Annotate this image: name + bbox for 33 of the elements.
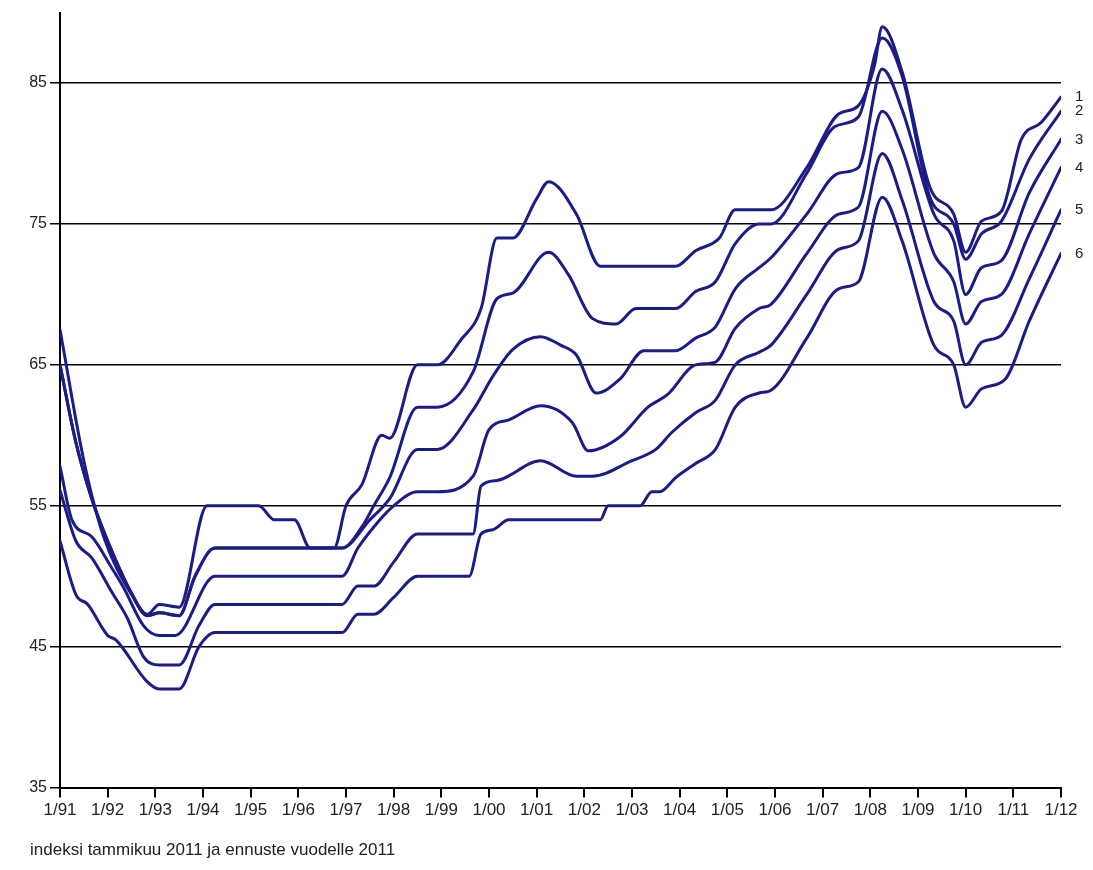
- series-label: 6: [1075, 243, 1084, 261]
- series-label: 5: [1075, 200, 1084, 218]
- x-tick-label: 1/02: [567, 800, 601, 820]
- y-tick-label: 65: [29, 355, 48, 373]
- y-tick-label: 55: [29, 496, 48, 514]
- x-tick-label: 1/00: [472, 800, 506, 820]
- x-tick-label: 1/93: [138, 800, 172, 820]
- series-label: 4: [1075, 157, 1084, 175]
- x-tick-label: 1/05: [710, 800, 744, 820]
- y-tick-label: 45: [29, 637, 48, 655]
- x-tick-label: 1/97: [329, 800, 363, 820]
- text: indeksi tammikuu 2011 ja ennuste vuodelle 2011: [30, 840, 396, 860]
- y-tick-label: 75: [29, 214, 48, 232]
- x-tick-label: 1/01: [520, 800, 554, 820]
- x-tick-label: 1/11: [997, 800, 1030, 820]
- x-tick-label: 1/95: [234, 800, 268, 820]
- x-tick-label: 1/07: [806, 800, 840, 820]
- y-tick-label: 35: [29, 778, 48, 796]
- x-tick-label: 1/09: [901, 800, 935, 820]
- series-label: 3: [1075, 129, 1084, 147]
- x-tick-label: 1/99: [424, 800, 458, 820]
- x-tick-label: 1/10: [949, 800, 983, 820]
- x-tick-label: 1/03: [615, 800, 649, 820]
- x-tick-label: 1/04: [663, 800, 697, 820]
- x-tick-label: 1/92: [91, 800, 125, 820]
- x-tick-label: 1/12: [1044, 800, 1078, 820]
- x-tick-label: 1/98: [377, 800, 411, 820]
- x-tick-label: 1/91: [43, 800, 77, 820]
- x-tick-label: 1/96: [281, 800, 315, 820]
- x-tick-label: 1/08: [853, 800, 887, 820]
- y-tick-label: 85: [29, 73, 48, 91]
- x-tick-label: 1/06: [758, 800, 792, 820]
- x-tick-label: 1/94: [186, 800, 220, 820]
